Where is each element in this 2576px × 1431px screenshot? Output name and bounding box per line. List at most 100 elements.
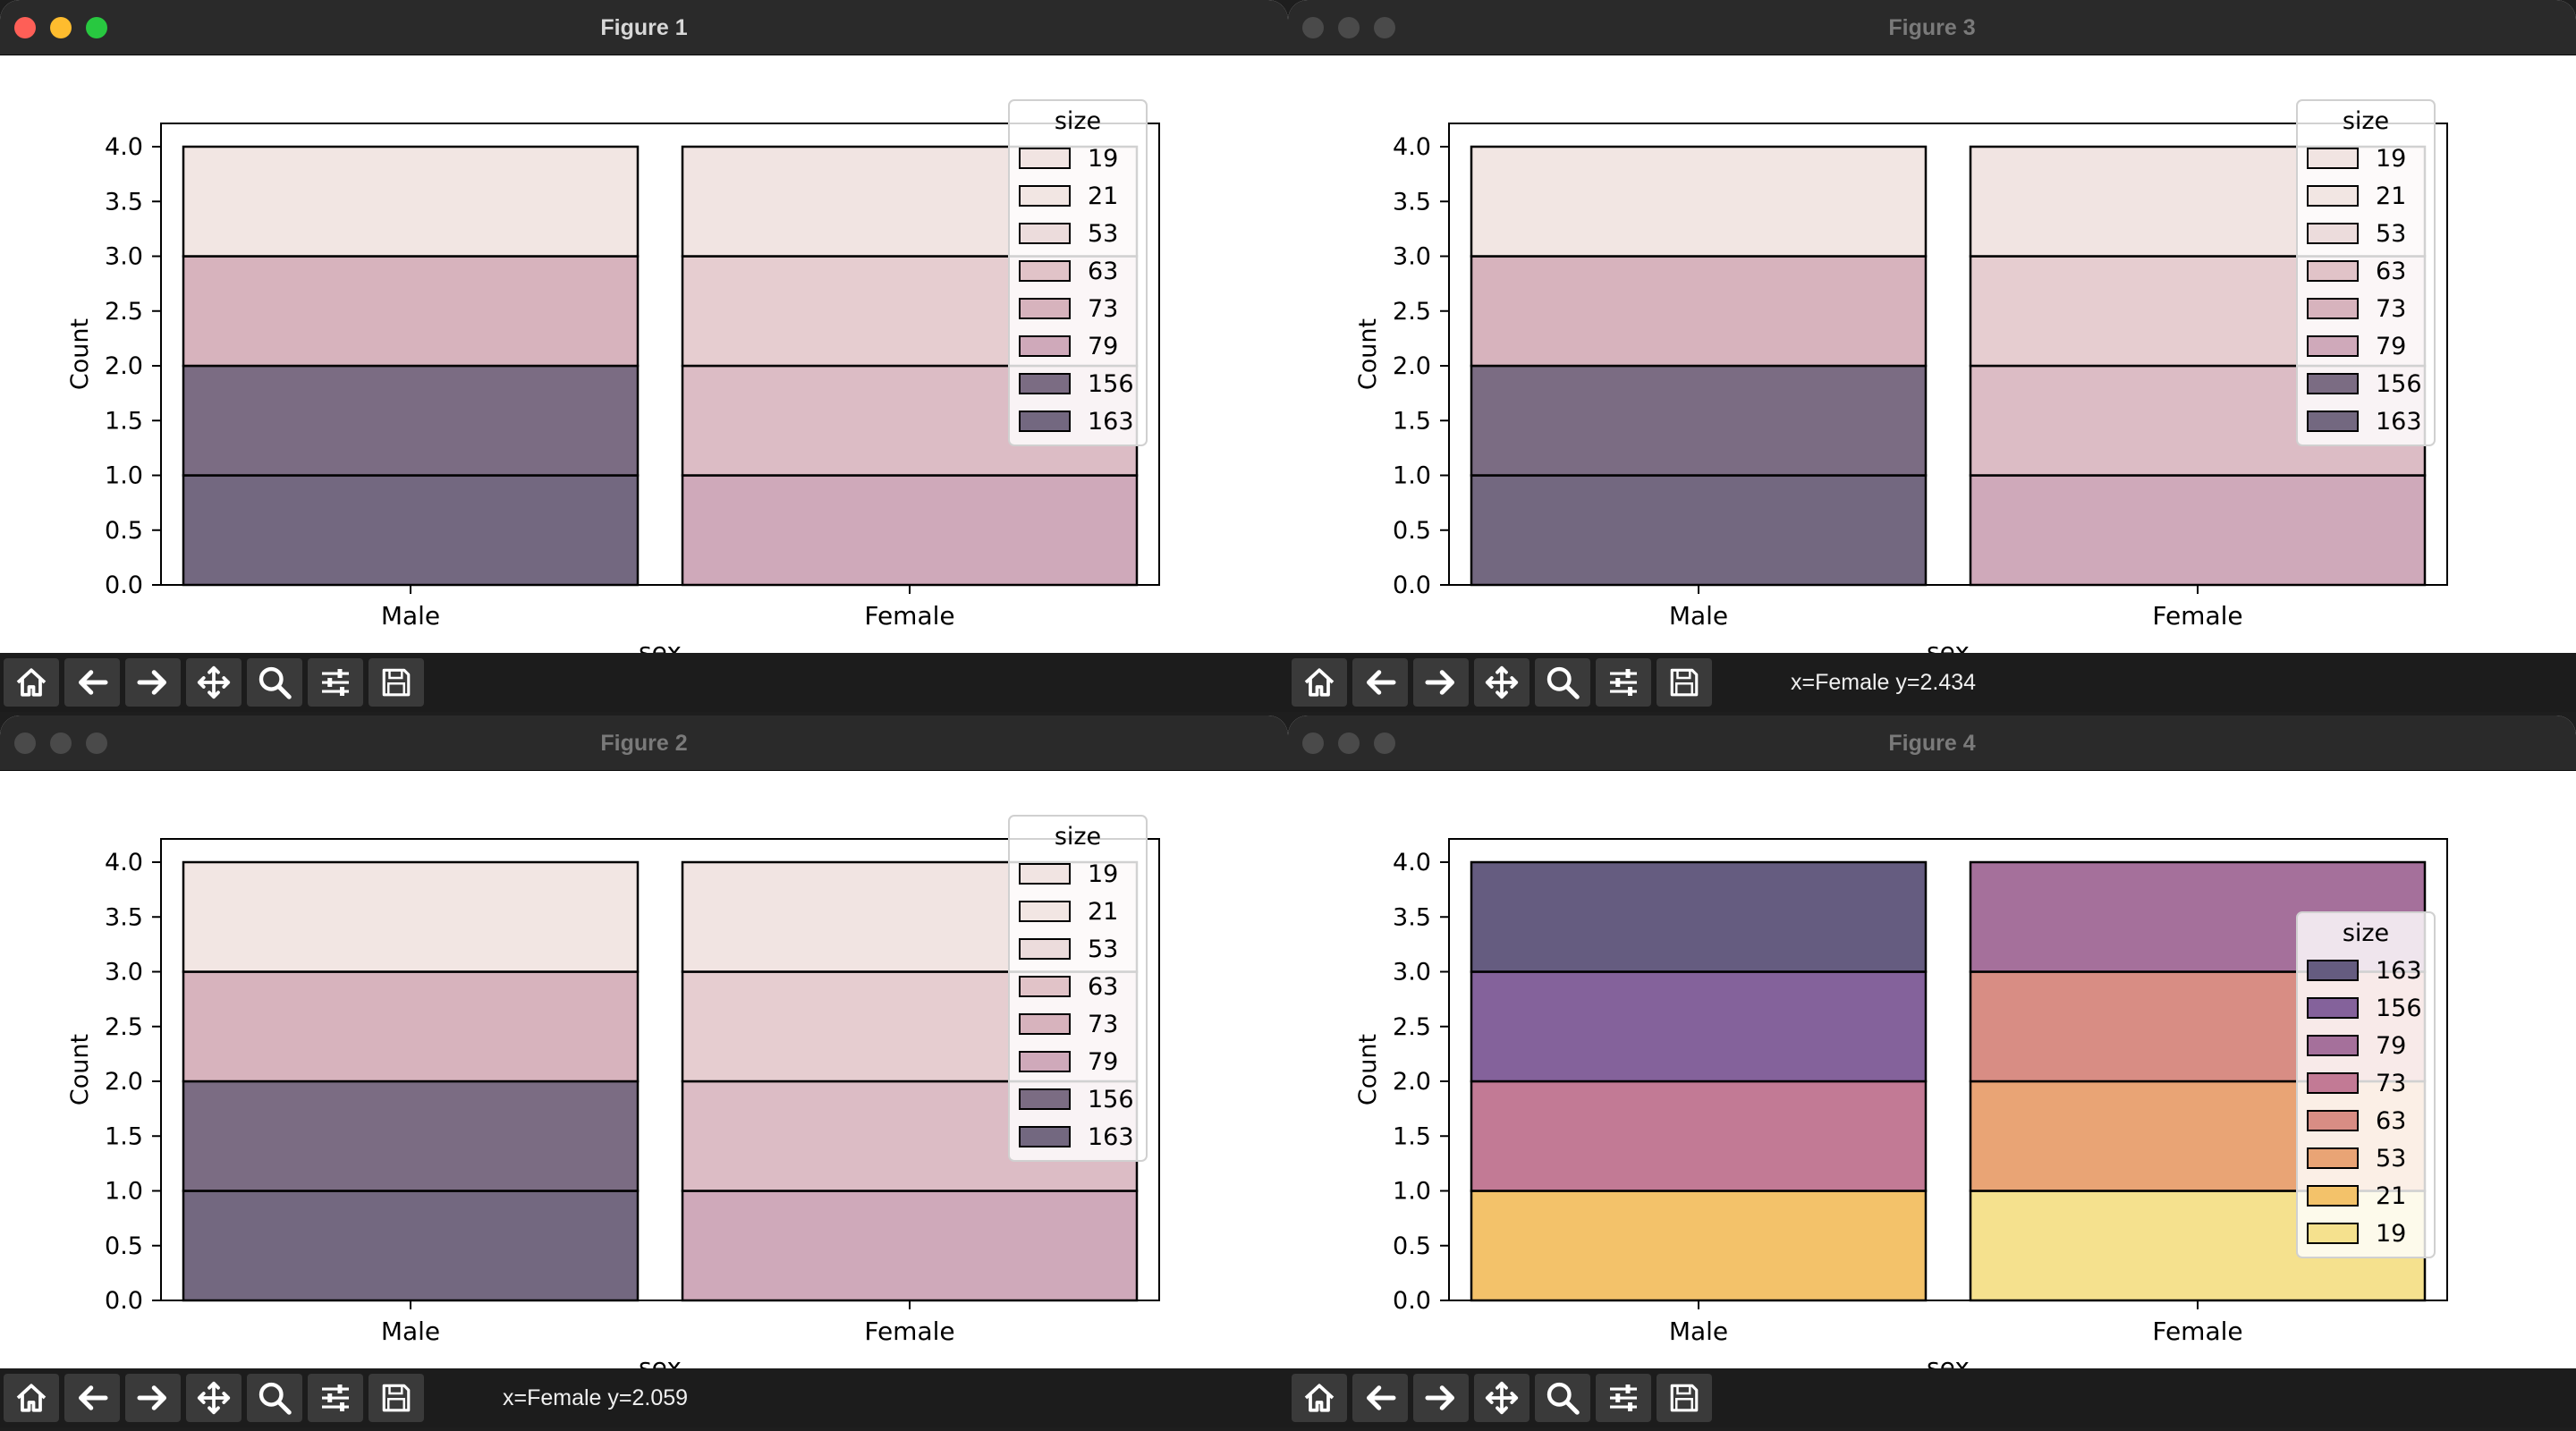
navigation-toolbar	[1288, 1368, 2576, 1427]
title-bar[interactable]: Figure 3	[1288, 0, 2576, 55]
magnifier-icon	[1546, 666, 1580, 699]
forward-button[interactable]	[1413, 1374, 1469, 1422]
close-window-button[interactable]	[1302, 17, 1324, 38]
y-axis-label: Count	[1354, 1034, 1382, 1105]
minimize-window-button[interactable]	[1338, 17, 1360, 38]
back-button[interactable]	[64, 658, 120, 707]
home-button[interactable]	[1292, 1374, 1347, 1422]
back-button[interactable]	[1352, 1374, 1408, 1422]
legend-swatch	[1019, 863, 1071, 885]
back-button[interactable]	[1352, 658, 1408, 707]
legend-swatch	[1019, 1051, 1071, 1072]
zoom-button[interactable]	[247, 658, 302, 707]
forward-button[interactable]	[1413, 658, 1469, 707]
configure-subplots-button[interactable]	[1596, 1374, 1651, 1422]
legend-label: 53	[1088, 220, 1118, 248]
save-button[interactable]	[1657, 1374, 1712, 1422]
figure-window-4[interactable]: Figure 4 0.0 0.5 1.0 1.5 2.0 2.5 3.0 3.5 4.0 Male…	[1288, 716, 2576, 1427]
figure-canvas[interactable]: 0.0 0.5 1.0 1.5 2.0 2.5 3.0 3.5 4.0 Male Female Cou…	[0, 55, 1288, 653]
figure-canvas[interactable]: 0.0 0.5 1.0 1.5 2.0 2.5 3.0 3.5 4.0 Male Female Cou…	[1288, 771, 2576, 1368]
zoom-button[interactable]	[1535, 1374, 1590, 1422]
figure-window-2[interactable]: Figure 2 0.0 0.5 1.0 1.5 2.0 2.5 3.0 3.5 4.0 Male…	[0, 716, 1288, 1427]
home-button[interactable]	[4, 1374, 59, 1422]
bar-segment-male-163	[182, 1190, 640, 1302]
legend-swatch	[2307, 997, 2359, 1019]
zoom-window-button[interactable]	[1374, 17, 1395, 38]
legend-label: 156	[2376, 995, 2422, 1022]
pan-button[interactable]	[1474, 658, 1530, 707]
y-tick-label: 2.0	[105, 1068, 143, 1096]
legend-label: 73	[2376, 1070, 2406, 1097]
y-tick-label: 0.5	[1393, 1232, 1431, 1260]
figure-window-3[interactable]: Figure 3 0.0 0.5 1.0 1.5 2.0 2.5 3.0 3.5 4.0 Male…	[1288, 0, 2576, 712]
legend-swatch	[2307, 335, 2359, 357]
bar-segment-female-79	[1969, 474, 2427, 587]
minimize-window-button[interactable]	[1338, 732, 1360, 754]
save-button[interactable]	[369, 1374, 424, 1422]
y-tick-label: 4.0	[1393, 849, 1431, 876]
home-icon	[1304, 668, 1335, 697]
minimize-window-button[interactable]	[50, 17, 72, 38]
pan-button[interactable]	[186, 1374, 242, 1422]
configure-subplots-button[interactable]	[308, 1374, 363, 1422]
save-button[interactable]	[369, 658, 424, 707]
zoom-button[interactable]	[247, 1374, 302, 1422]
y-tick-label: 2.5	[105, 298, 143, 326]
cursor-coordinates: x=Female y=2.434	[1791, 670, 1977, 695]
move-icon	[1485, 1381, 1519, 1415]
move-icon	[197, 1381, 231, 1415]
legend-swatch	[2307, 960, 2359, 981]
title-bar[interactable]: Figure 2	[0, 716, 1288, 771]
save-button[interactable]	[1657, 658, 1712, 707]
legend-label: 156	[1088, 1086, 1134, 1113]
y-tick-label: 2.0	[1393, 352, 1431, 380]
legend-swatch	[2307, 1035, 2359, 1056]
zoom-button[interactable]	[1535, 658, 1590, 707]
figure-window-1[interactable]: Figure 1 0.0 0.5 1.0 1.5 2.0 2.5 3.0 3.5 4.0 Male…	[0, 0, 1288, 712]
legend-swatch	[1019, 1013, 1071, 1035]
zoom-window-button[interactable]	[1374, 732, 1395, 754]
y-tick-label: 2.5	[105, 1013, 143, 1041]
legend: size 163 156 79 73 63 53 21 19	[2296, 911, 2436, 1258]
y-tick-label: 3.0	[1393, 959, 1431, 986]
close-window-button[interactable]	[14, 732, 36, 754]
forward-button[interactable]	[125, 1374, 181, 1422]
x-tick-label: Female	[2152, 601, 2242, 631]
legend-swatch	[1019, 298, 1071, 319]
x-tick-label: Female	[864, 601, 954, 631]
close-window-button[interactable]	[14, 17, 36, 38]
legend: size 19 21 53 63 73 79 156 163	[2296, 99, 2436, 446]
bar-segment-male-163	[1470, 860, 1928, 973]
forward-button[interactable]	[125, 658, 181, 707]
legend-label: 73	[2376, 295, 2406, 323]
home-button[interactable]	[1292, 658, 1347, 707]
minimize-window-button[interactable]	[50, 732, 72, 754]
arrow-right-icon	[137, 670, 166, 695]
legend: size 19 21 53 63 73 79 156 163	[1008, 815, 1148, 1162]
legend-label: 79	[2376, 1032, 2406, 1060]
configure-subplots-button[interactable]	[1596, 658, 1651, 707]
bar-segment-male-156	[182, 1080, 640, 1192]
legend-label: 79	[1088, 333, 1118, 360]
zoom-window-button[interactable]	[86, 17, 107, 38]
y-tick-label: 3.0	[1393, 243, 1431, 271]
close-window-button[interactable]	[1302, 732, 1324, 754]
back-button[interactable]	[64, 1374, 120, 1422]
window-title: Figure 4	[1888, 731, 1976, 756]
arrow-left-icon	[79, 670, 108, 695]
configure-subplots-button[interactable]	[308, 658, 363, 707]
pan-button[interactable]	[186, 658, 242, 707]
legend-swatch	[1019, 223, 1071, 244]
home-button[interactable]	[4, 658, 59, 707]
title-bar[interactable]: Figure 1	[0, 0, 1288, 55]
save-icon	[382, 668, 411, 697]
figure-canvas[interactable]: 0.0 0.5 1.0 1.5 2.0 2.5 3.0 3.5 4.0 Male Female Cou…	[1288, 55, 2576, 653]
y-tick-label: 3.5	[1393, 903, 1431, 931]
legend-label: 19	[1088, 145, 1118, 173]
zoom-window-button[interactable]	[86, 732, 107, 754]
title-bar[interactable]: Figure 4	[1288, 716, 2576, 771]
figure-canvas[interactable]: 0.0 0.5 1.0 1.5 2.0 2.5 3.0 3.5 4.0 Male Female Cou…	[0, 771, 1288, 1368]
legend-label: 73	[1088, 1011, 1118, 1038]
pan-button[interactable]	[1474, 1374, 1530, 1422]
sliders-icon	[322, 669, 349, 696]
